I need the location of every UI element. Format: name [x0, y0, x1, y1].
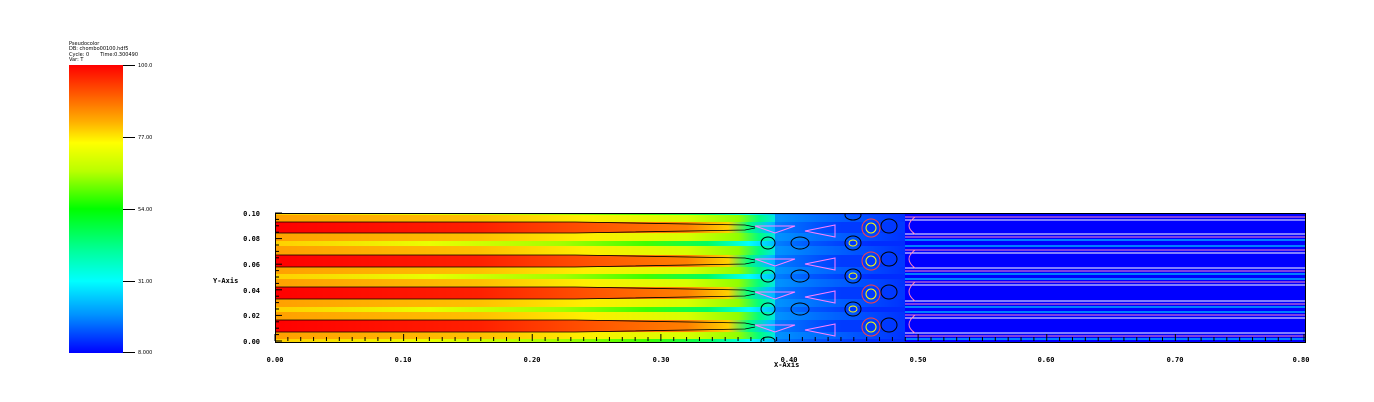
y-tick-label: 0.00 [243, 338, 260, 346]
y-axis-label: Y-Axis [213, 277, 239, 285]
colorbar-tick [123, 352, 135, 353]
x-tick-label: 0.10 [394, 356, 412, 364]
colorbar-tick [123, 137, 135, 138]
x-tick-label: 0.30 [652, 356, 670, 364]
colorbar [69, 65, 123, 353]
colorbar-label-min: 8.000 [138, 350, 153, 356]
legend-database: DB: chombo00100.hdf5 [69, 46, 129, 53]
x-tick-label: 0.40 [780, 356, 798, 364]
x-tick-label: 0.80 [1292, 356, 1310, 364]
legend-variable: Var: T [69, 57, 84, 64]
x-tick-label: 0.50 [909, 356, 927, 364]
colorbar-label-max: 100.0 [138, 63, 153, 69]
x-tick-label: 0.20 [523, 356, 541, 364]
colorbar-tick [123, 65, 135, 66]
y-tick-label: 0.02 [243, 312, 260, 320]
x-tick-label: 0.70 [1166, 356, 1184, 364]
pseudocolor-plot [275, 213, 1305, 342]
colorbar-label: 31.00 [138, 279, 153, 285]
y-tick-label: 0.06 [243, 261, 260, 269]
x-tick-label: 0.00 [266, 356, 284, 364]
y-tick-label: 0.08 [243, 235, 260, 243]
y-tick-label: 0.10 [243, 210, 260, 218]
x-tick-label: 0.60 [1037, 356, 1055, 364]
legend-cycle-time: Cycle: 0 Time:0.300490 [69, 51, 139, 58]
legend-plot-type: Pseudocolor [69, 41, 100, 47]
colorbar-label: 54.00 [138, 207, 153, 213]
y-tick-label: 0.04 [243, 287, 260, 295]
colorbar-tick [123, 281, 135, 282]
legend-header: Pseudocolor DB: chombo00100.hdf5 Cycle: … [69, 41, 139, 64]
x-axis-label: X-Axis [774, 361, 800, 369]
colorbar-label: 77.00 [138, 135, 153, 141]
colorbar-tick [123, 209, 135, 210]
